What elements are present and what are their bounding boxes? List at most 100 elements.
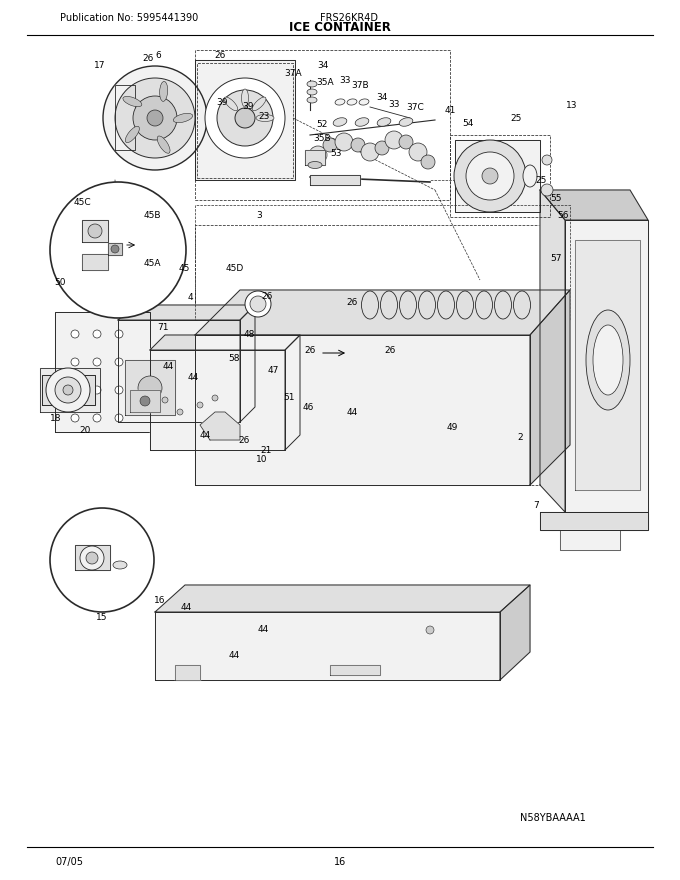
Circle shape xyxy=(421,155,435,169)
Circle shape xyxy=(140,396,150,406)
Ellipse shape xyxy=(250,296,266,312)
Polygon shape xyxy=(530,290,570,485)
Text: 26: 26 xyxy=(305,346,316,355)
Text: 26: 26 xyxy=(214,50,226,60)
Text: 34: 34 xyxy=(376,92,388,101)
Ellipse shape xyxy=(256,114,274,121)
Text: 45: 45 xyxy=(178,263,190,273)
Text: 37C: 37C xyxy=(406,102,424,112)
Text: 44: 44 xyxy=(199,430,211,439)
Text: 34: 34 xyxy=(318,61,328,70)
Text: 16: 16 xyxy=(334,857,346,867)
Circle shape xyxy=(235,108,255,128)
Text: 25: 25 xyxy=(510,114,522,122)
Ellipse shape xyxy=(252,97,266,111)
Ellipse shape xyxy=(125,127,139,143)
Text: 26: 26 xyxy=(346,297,358,306)
Circle shape xyxy=(177,409,183,415)
Text: 58: 58 xyxy=(228,354,240,363)
Ellipse shape xyxy=(307,97,317,103)
Text: 25: 25 xyxy=(535,175,547,185)
Circle shape xyxy=(93,414,101,422)
Text: 15: 15 xyxy=(97,612,107,621)
Text: 47: 47 xyxy=(267,365,279,375)
Text: 44: 44 xyxy=(188,372,199,382)
Text: 26: 26 xyxy=(261,291,273,300)
Bar xyxy=(195,205,570,320)
Circle shape xyxy=(351,138,365,152)
Ellipse shape xyxy=(308,162,322,168)
Circle shape xyxy=(197,402,203,408)
Text: 37B: 37B xyxy=(351,80,369,90)
Circle shape xyxy=(115,358,123,366)
Circle shape xyxy=(50,182,186,318)
Text: 57: 57 xyxy=(550,253,562,262)
Text: 56: 56 xyxy=(557,210,568,219)
Text: 39: 39 xyxy=(216,98,228,106)
Polygon shape xyxy=(195,290,570,335)
Ellipse shape xyxy=(245,291,271,317)
Circle shape xyxy=(323,138,337,152)
Ellipse shape xyxy=(113,561,127,569)
Circle shape xyxy=(426,626,434,634)
Polygon shape xyxy=(150,335,300,350)
Ellipse shape xyxy=(475,291,492,319)
Circle shape xyxy=(71,414,79,422)
Text: 44: 44 xyxy=(228,650,239,659)
Circle shape xyxy=(399,135,413,149)
Circle shape xyxy=(115,330,123,338)
Text: 45C: 45C xyxy=(73,197,91,207)
Ellipse shape xyxy=(359,99,369,105)
Text: 49: 49 xyxy=(446,422,458,431)
Polygon shape xyxy=(305,150,325,165)
Circle shape xyxy=(71,330,79,338)
Text: 3: 3 xyxy=(256,210,262,219)
Circle shape xyxy=(375,141,389,155)
Text: 51: 51 xyxy=(284,392,294,401)
Text: 44: 44 xyxy=(180,603,192,612)
Polygon shape xyxy=(155,612,500,680)
Ellipse shape xyxy=(377,118,391,126)
Circle shape xyxy=(385,131,403,149)
Polygon shape xyxy=(175,665,200,680)
Text: 33: 33 xyxy=(388,99,400,108)
Circle shape xyxy=(542,155,552,165)
Circle shape xyxy=(541,184,553,196)
Text: 45A: 45A xyxy=(143,259,160,268)
Polygon shape xyxy=(195,335,530,485)
Circle shape xyxy=(103,66,207,170)
Text: 17: 17 xyxy=(95,61,106,70)
Polygon shape xyxy=(540,512,648,530)
Ellipse shape xyxy=(513,291,530,319)
Polygon shape xyxy=(82,220,108,242)
Polygon shape xyxy=(108,243,122,255)
Circle shape xyxy=(115,386,123,394)
Text: 7: 7 xyxy=(533,501,539,510)
Circle shape xyxy=(212,395,218,401)
Bar xyxy=(197,63,293,178)
Ellipse shape xyxy=(307,81,317,87)
Circle shape xyxy=(71,386,79,394)
Polygon shape xyxy=(540,190,565,512)
Ellipse shape xyxy=(241,89,248,107)
Circle shape xyxy=(63,385,73,395)
Circle shape xyxy=(309,146,327,164)
Text: FRS26KR4D: FRS26KR4D xyxy=(320,13,378,23)
Text: 18: 18 xyxy=(50,414,62,422)
Ellipse shape xyxy=(160,81,168,101)
Text: 44: 44 xyxy=(346,407,358,416)
Circle shape xyxy=(115,414,123,422)
Text: 45D: 45D xyxy=(226,263,244,273)
Circle shape xyxy=(71,358,79,366)
Text: 55: 55 xyxy=(550,194,562,202)
Text: 45B: 45B xyxy=(143,210,160,219)
Polygon shape xyxy=(40,368,100,412)
Ellipse shape xyxy=(362,291,379,319)
Ellipse shape xyxy=(400,291,416,319)
Polygon shape xyxy=(540,190,648,220)
Circle shape xyxy=(466,152,514,200)
Text: 33: 33 xyxy=(339,76,351,84)
Text: 10: 10 xyxy=(256,454,268,464)
Circle shape xyxy=(88,224,102,238)
Polygon shape xyxy=(565,220,648,512)
